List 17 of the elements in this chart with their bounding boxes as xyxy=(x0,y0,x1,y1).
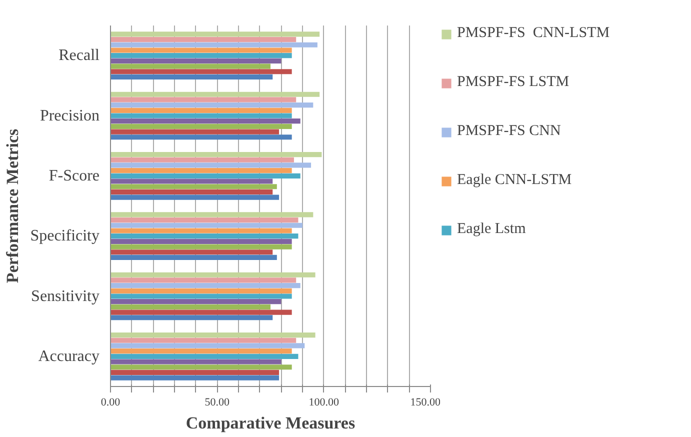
y-tick-label: Sensitivity xyxy=(31,288,100,305)
y-tick-label: F-Score xyxy=(48,167,100,184)
x-tick-label: 0.00 xyxy=(100,396,121,408)
x-tick-label: 50.00 xyxy=(204,396,230,408)
legend-label: PMSPF-FS CNN-LSTM xyxy=(457,25,610,42)
x-axis-title: Comparative Measures xyxy=(186,414,356,432)
x-tick-label: 100.00 xyxy=(308,396,340,408)
legend-label: PMSPF-FS LSTM xyxy=(457,74,570,91)
y-tick-label: Recall xyxy=(58,47,100,64)
y-tick-label: Precision xyxy=(40,107,100,124)
x-tick-label: 150.00 xyxy=(410,396,441,408)
legend-label: Eagle CNN-LSTM xyxy=(457,172,572,189)
legend-label: PMSPF-FS CNN xyxy=(457,123,561,140)
y-axis-title: Performance Metrics xyxy=(3,128,22,284)
legend-label: Eagle Lstm xyxy=(457,221,526,238)
y-tick-label: Specificity xyxy=(30,228,100,245)
y-tick-label: Accuracy xyxy=(38,348,100,365)
